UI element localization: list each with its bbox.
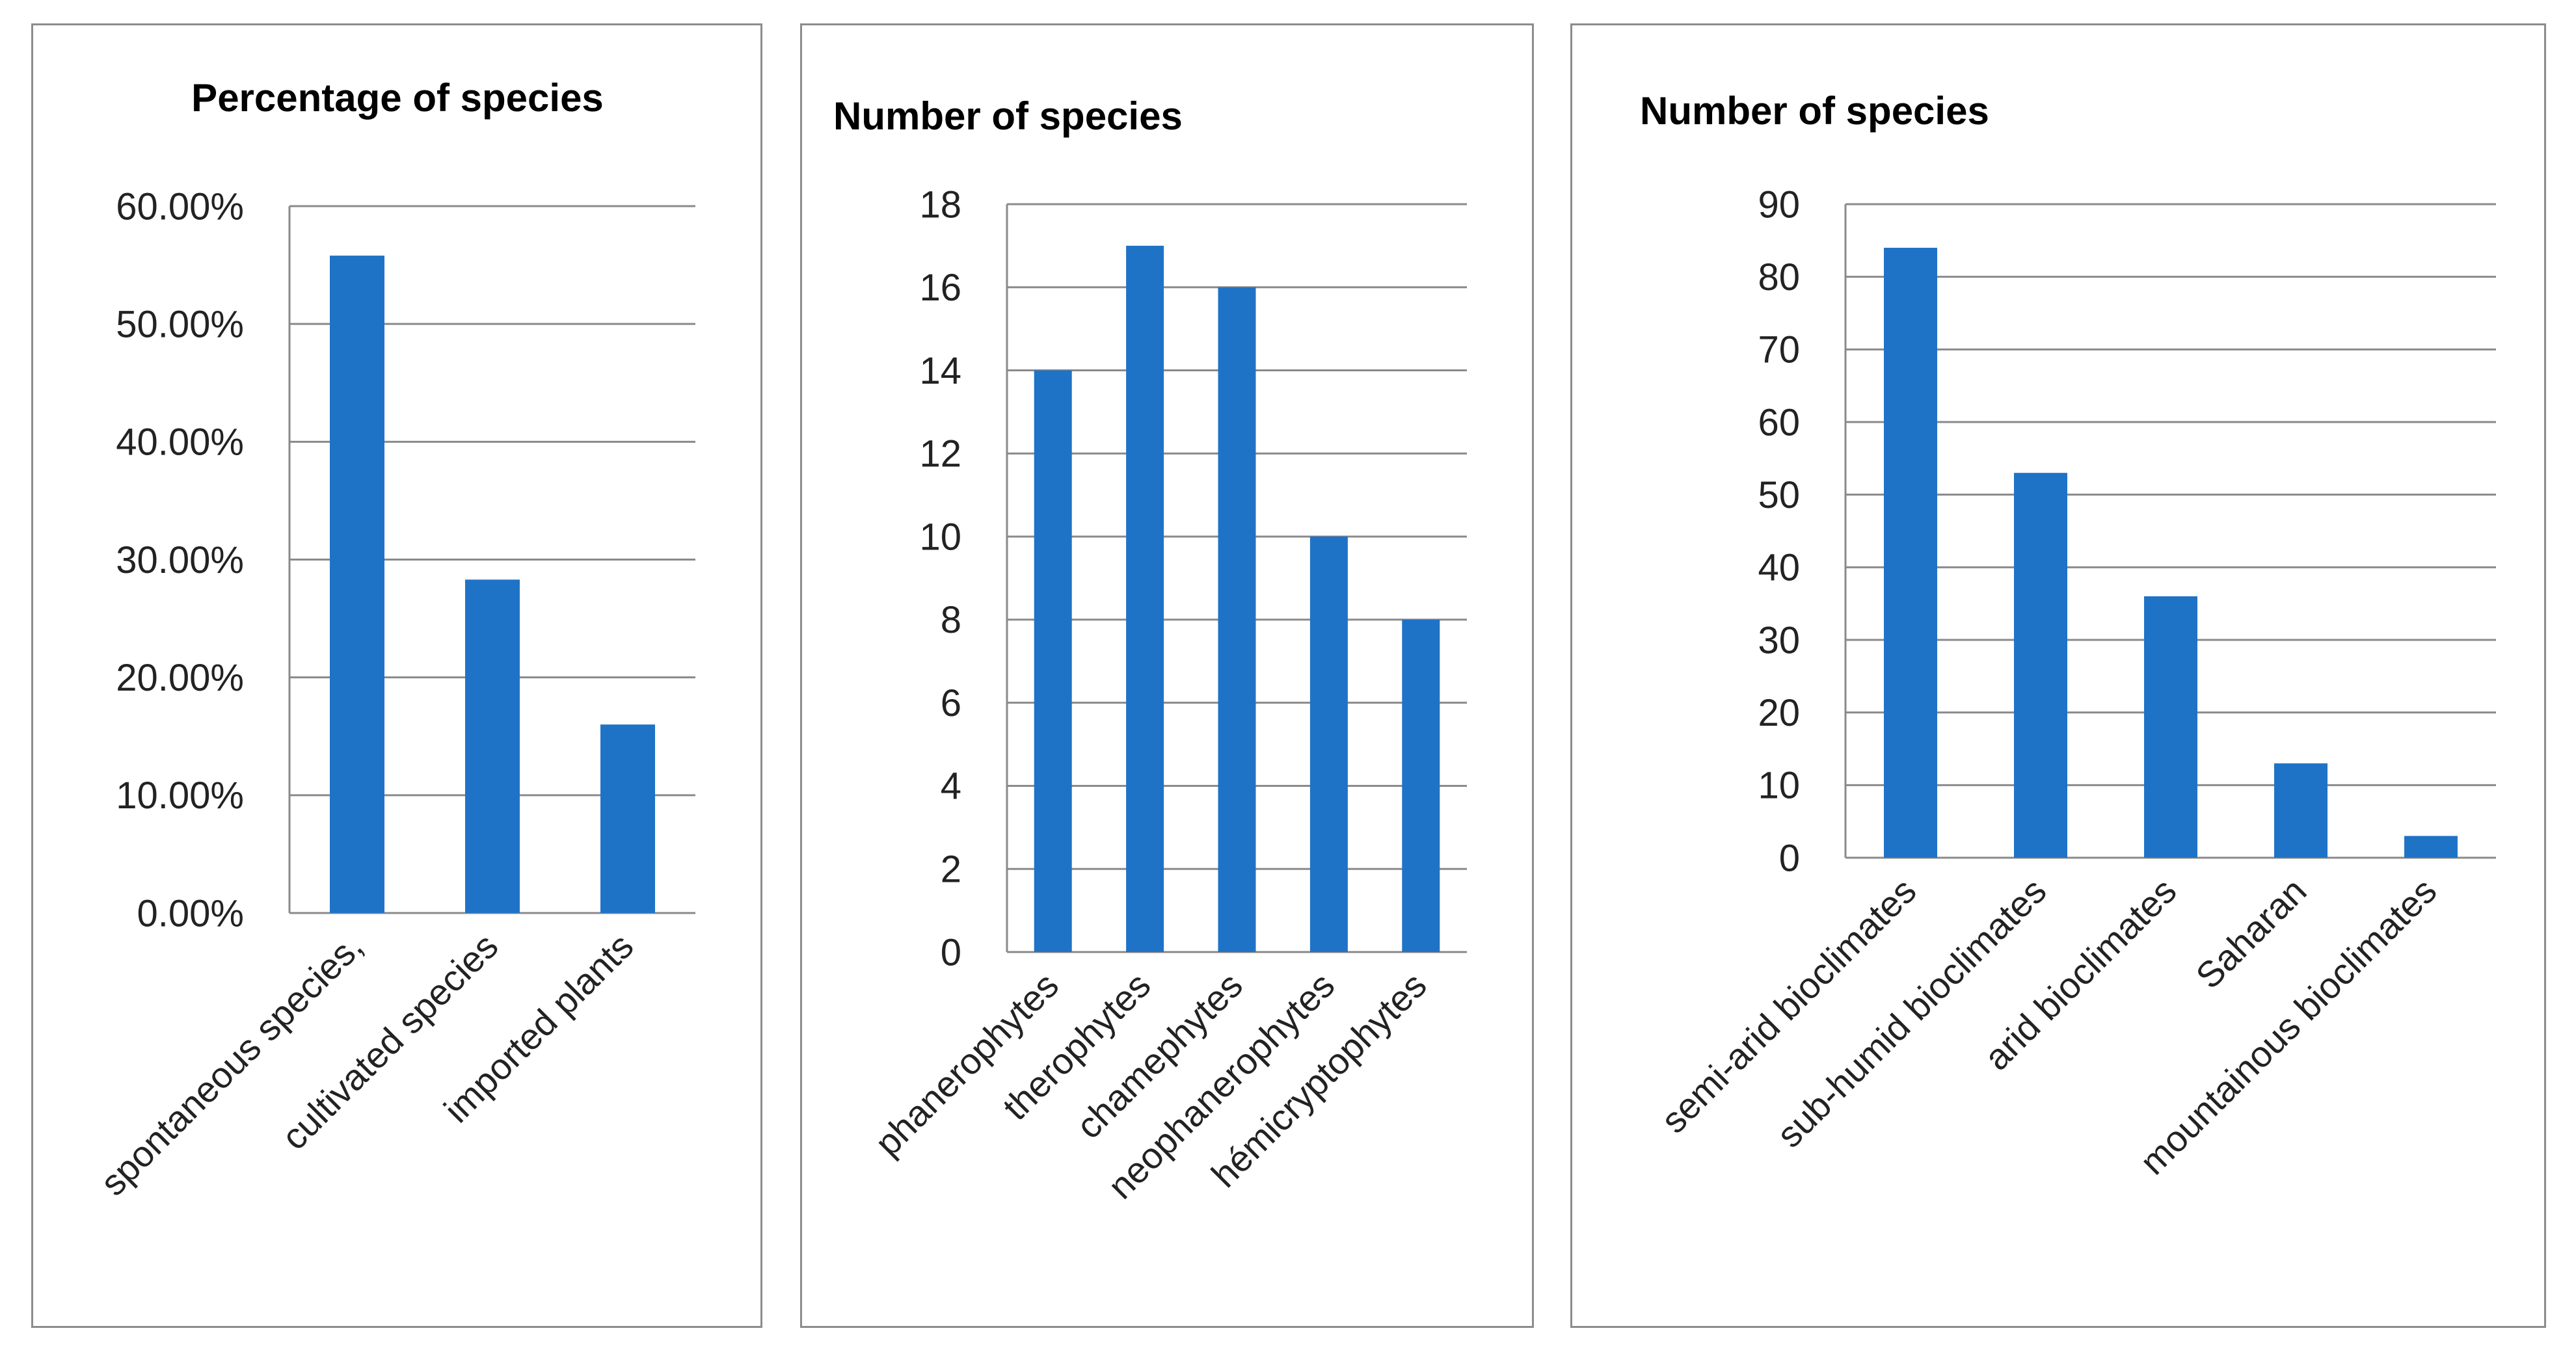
bar bbox=[1218, 287, 1256, 952]
y-tick-label: 50.00% bbox=[116, 303, 244, 345]
y-tick-label: 10 bbox=[1758, 765, 1800, 807]
chart-panel-percentage: Percentage of species 0.00% 10.00% 20.00% 30… bbox=[31, 23, 762, 1328]
y-tick-label: 10 bbox=[919, 516, 961, 558]
y-tick-label: 30 bbox=[1758, 619, 1800, 661]
y-tick-label: 30.00% bbox=[116, 539, 244, 581]
y-tick-label: 4 bbox=[941, 765, 961, 808]
y-tick-label: 12 bbox=[919, 433, 961, 475]
chart-title: Number of species bbox=[833, 94, 1183, 138]
y-tick-label: 40 bbox=[1758, 547, 1800, 589]
bar bbox=[465, 579, 520, 913]
y-tick-label: 16 bbox=[919, 267, 961, 309]
chart-title: Percentage of species bbox=[191, 76, 604, 120]
y-tick-label: 50 bbox=[1758, 474, 1800, 516]
bar bbox=[1034, 370, 1072, 952]
chart-life-forms: Number of species024681012141618phanerop… bbox=[833, 94, 1467, 1207]
y-tick-label: 90 bbox=[1758, 183, 1800, 226]
bar bbox=[2014, 473, 2067, 858]
y-tick-label: 70 bbox=[1758, 329, 1800, 371]
y-tick-label: 2 bbox=[941, 849, 961, 891]
y-tick-label: 6 bbox=[941, 682, 961, 724]
bar bbox=[1126, 245, 1164, 952]
category-label: Saharan bbox=[2188, 870, 2314, 996]
y-tick-label: 0 bbox=[941, 931, 961, 973]
bar bbox=[330, 256, 384, 914]
y-tick-label: 0 bbox=[1779, 837, 1800, 879]
chart-title: Number of species bbox=[1640, 89, 1989, 133]
chart-percentage-of-species: Percentage of species 0.00% 10.00% 20.00% 30… bbox=[92, 76, 695, 1204]
chart-panel-life-forms: Number of species 0 2 4 6 8 10 12 14 16 18 phanerop… bbox=[800, 23, 1534, 1328]
y-tick-label: 18 bbox=[919, 183, 961, 226]
category-label: spontaneous species, bbox=[92, 925, 371, 1204]
category-label: sub-humid bioclimates bbox=[1769, 870, 2054, 1156]
y-tick-label: 0.00% bbox=[137, 892, 244, 934]
bar bbox=[2274, 763, 2328, 858]
y-tick-label: 60.00% bbox=[116, 185, 244, 228]
bar bbox=[1884, 248, 1937, 858]
bar bbox=[1402, 619, 1440, 952]
category-label: semi-arid bioclimates bbox=[1653, 870, 1924, 1141]
bar bbox=[2404, 836, 2458, 858]
y-tick-label: 40.00% bbox=[116, 421, 244, 464]
y-tick-label: 14 bbox=[919, 350, 961, 392]
y-tick-label: 20.00% bbox=[116, 657, 244, 699]
chart-panel-bioclimates: Number of species 0 10 20 30 40 50 60 70 80 90 semi… bbox=[1570, 23, 2546, 1328]
y-tick-label: 60 bbox=[1758, 401, 1800, 443]
y-tick-label: 10.00% bbox=[116, 774, 244, 817]
y-tick-label: 80 bbox=[1758, 256, 1800, 298]
y-tick-label: 20 bbox=[1758, 692, 1800, 734]
bar bbox=[600, 724, 655, 913]
bar bbox=[2144, 596, 2197, 858]
bar bbox=[1309, 536, 1348, 952]
chart-bioclimates: Number of species 0 10 20 30 40 50 60 70 80 90 semi… bbox=[1640, 89, 2496, 1182]
y-tick-label: 8 bbox=[941, 599, 961, 641]
